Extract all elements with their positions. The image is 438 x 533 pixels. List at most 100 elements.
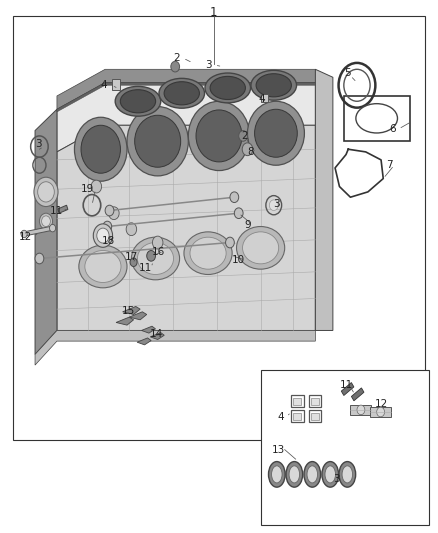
Ellipse shape — [339, 462, 356, 487]
Circle shape — [97, 228, 109, 243]
Circle shape — [103, 221, 112, 232]
Text: 3: 3 — [205, 60, 212, 70]
Bar — [261, 370, 429, 525]
Text: 8: 8 — [247, 148, 254, 157]
Bar — [309, 395, 321, 407]
Text: 4: 4 — [258, 94, 265, 104]
Circle shape — [130, 258, 137, 266]
Text: 11: 11 — [49, 206, 63, 215]
Ellipse shape — [74, 117, 127, 181]
Text: 11: 11 — [139, 263, 152, 272]
Ellipse shape — [42, 216, 50, 227]
Polygon shape — [116, 317, 134, 325]
Ellipse shape — [184, 232, 232, 274]
Circle shape — [377, 407, 385, 417]
Ellipse shape — [138, 243, 173, 274]
Polygon shape — [57, 125, 315, 330]
Bar — [261, 94, 268, 102]
Ellipse shape — [322, 462, 339, 487]
Circle shape — [21, 230, 27, 238]
Polygon shape — [315, 69, 333, 330]
Ellipse shape — [39, 213, 53, 229]
Bar — [291, 395, 304, 407]
Polygon shape — [57, 83, 315, 112]
Text: 12: 12 — [19, 232, 32, 242]
Bar — [291, 410, 304, 422]
Bar — [351, 388, 364, 401]
Ellipse shape — [196, 110, 242, 162]
Ellipse shape — [286, 462, 303, 487]
Circle shape — [152, 236, 163, 249]
Ellipse shape — [79, 245, 127, 288]
Ellipse shape — [251, 70, 297, 100]
Ellipse shape — [38, 182, 54, 202]
Ellipse shape — [289, 466, 300, 483]
Bar — [293, 413, 301, 420]
Ellipse shape — [159, 78, 205, 108]
Text: 3: 3 — [333, 474, 340, 483]
Ellipse shape — [131, 237, 180, 280]
Ellipse shape — [188, 101, 250, 171]
Circle shape — [91, 180, 102, 193]
Circle shape — [35, 253, 44, 264]
Text: 7: 7 — [385, 160, 392, 170]
Text: 3: 3 — [35, 139, 42, 149]
Bar — [341, 383, 354, 395]
Polygon shape — [137, 338, 151, 345]
Circle shape — [126, 223, 137, 236]
Bar — [293, 398, 301, 405]
Ellipse shape — [256, 74, 291, 97]
Circle shape — [93, 224, 113, 247]
Bar — [311, 398, 319, 405]
Ellipse shape — [85, 251, 121, 282]
Text: 2: 2 — [173, 53, 180, 63]
Circle shape — [357, 405, 365, 415]
Text: 1: 1 — [210, 6, 218, 19]
Polygon shape — [24, 226, 53, 236]
Polygon shape — [141, 326, 155, 333]
Bar — [309, 410, 321, 422]
Text: 12: 12 — [375, 399, 389, 409]
Circle shape — [226, 237, 234, 248]
Ellipse shape — [243, 232, 279, 264]
Ellipse shape — [135, 115, 180, 167]
Ellipse shape — [34, 177, 58, 207]
Text: 6: 6 — [389, 124, 396, 134]
Text: 17: 17 — [125, 252, 138, 262]
Circle shape — [239, 131, 247, 141]
Ellipse shape — [254, 109, 297, 157]
Ellipse shape — [247, 101, 304, 165]
Circle shape — [49, 224, 56, 232]
Ellipse shape — [205, 73, 251, 103]
Ellipse shape — [164, 82, 199, 105]
Polygon shape — [57, 83, 315, 152]
Text: 15: 15 — [122, 306, 135, 316]
Ellipse shape — [190, 237, 226, 269]
Text: 19: 19 — [81, 184, 94, 194]
Ellipse shape — [115, 86, 161, 116]
Ellipse shape — [272, 466, 282, 483]
Ellipse shape — [120, 90, 155, 113]
Text: 2: 2 — [241, 132, 248, 141]
Text: 10: 10 — [232, 255, 245, 265]
Ellipse shape — [307, 466, 318, 483]
Bar — [350, 405, 371, 415]
Ellipse shape — [304, 462, 321, 487]
Circle shape — [269, 200, 278, 211]
Ellipse shape — [356, 103, 398, 133]
Ellipse shape — [237, 227, 285, 269]
Polygon shape — [129, 312, 147, 320]
Polygon shape — [35, 109, 57, 354]
Text: 13: 13 — [272, 446, 285, 455]
Polygon shape — [123, 306, 140, 314]
Text: 4: 4 — [278, 412, 285, 422]
Text: 18: 18 — [102, 236, 115, 246]
Polygon shape — [35, 330, 315, 365]
Text: 14: 14 — [150, 329, 163, 339]
Ellipse shape — [127, 107, 188, 176]
Text: 5: 5 — [344, 68, 351, 78]
Ellipse shape — [210, 76, 245, 100]
Polygon shape — [58, 205, 68, 213]
Circle shape — [147, 251, 155, 261]
Text: 4: 4 — [101, 80, 108, 90]
